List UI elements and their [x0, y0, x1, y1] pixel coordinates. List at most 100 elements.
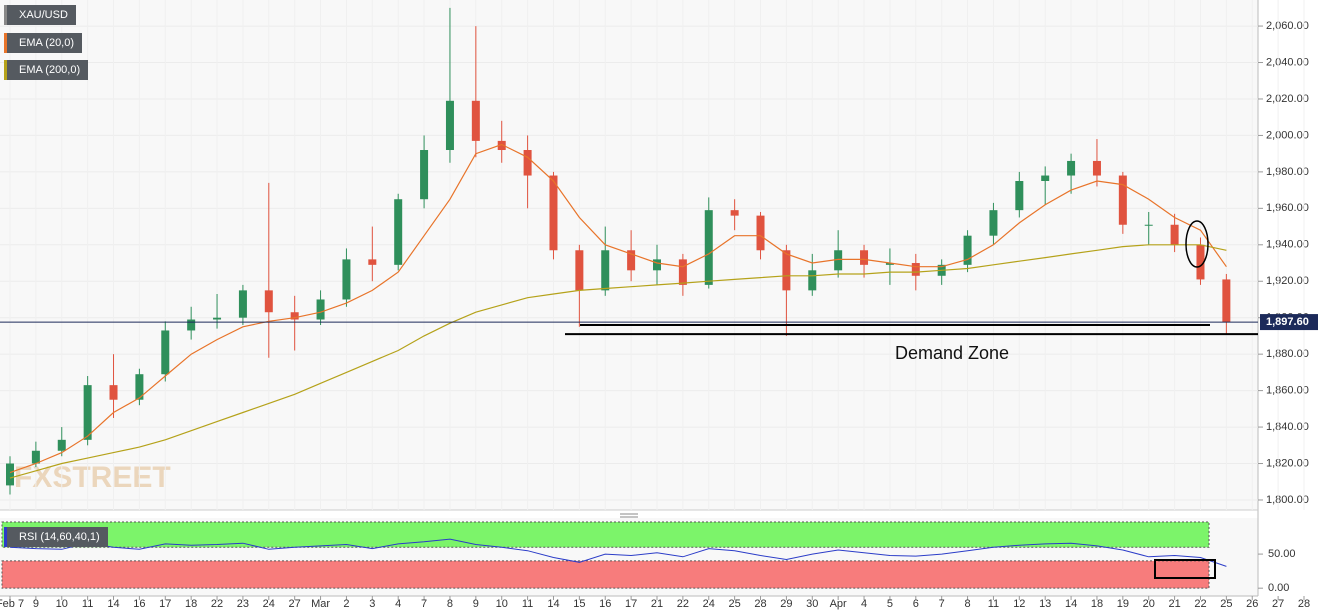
candle-body: [575, 250, 584, 291]
annotation-box: [1154, 559, 1216, 579]
y-tick-label: 50.00: [1268, 548, 1296, 560]
candle-body: [471, 100, 480, 141]
legend-item[interactable]: EMA (200,0): [4, 60, 89, 80]
candle-body: [290, 312, 299, 320]
x-tick-label: 22: [211, 598, 223, 610]
candle-body: [1222, 279, 1231, 323]
x-tick-label: 11: [82, 598, 93, 610]
x-tick-label: 8: [447, 598, 453, 610]
x-tick-label: 27: [1272, 598, 1284, 610]
x-tick-label: 22: [677, 598, 689, 610]
x-tick-label: 14: [1065, 598, 1077, 610]
x-tick-label: 11: [522, 598, 533, 610]
last-price-label: 1,897.60: [1266, 316, 1309, 328]
x-tick-label: 22: [1194, 598, 1206, 610]
candle-body: [549, 175, 558, 251]
candle-body: [6, 463, 14, 486]
candle-body: [264, 290, 273, 313]
candle-body: [497, 140, 506, 151]
x-tick-label: 7: [939, 598, 945, 610]
candle-body: [83, 385, 92, 440]
candle-body: [1041, 175, 1050, 181]
x-tick-label: 9: [473, 598, 479, 610]
x-tick-label: 12: [1013, 598, 1025, 610]
y-tick-label: 1,860.00: [1266, 385, 1309, 397]
y-tick-label: 1,880.00: [1266, 348, 1309, 360]
x-tick-label: 10: [56, 598, 68, 610]
rsi-line: [9, 538, 1227, 567]
x-tick-label: 10: [496, 598, 508, 610]
candle-body: [1170, 224, 1179, 245]
candle-body: [1092, 160, 1101, 176]
candle-body: [989, 210, 998, 236]
x-tick-label: 20: [1143, 598, 1155, 610]
candle-body: [394, 199, 403, 265]
x-tick-label: 25: [1220, 598, 1232, 610]
y-tick-label: 2,000.00: [1266, 129, 1309, 141]
y-tick-label: 1,800.00: [1266, 494, 1309, 506]
y-tick-label: 0.00: [1268, 582, 1289, 594]
y-tick-label: 1,840.00: [1266, 421, 1309, 433]
x-tick-label: 17: [159, 598, 171, 610]
x-tick-label: 4: [395, 598, 401, 610]
x-tick-label: 11: [988, 598, 999, 610]
x-tick-label: 14: [547, 598, 559, 610]
candle-body: [704, 210, 713, 285]
x-tick-label: 24: [703, 598, 715, 610]
x-tick-label: 15: [573, 598, 585, 610]
y-tick-label: 2,060.00: [1266, 20, 1309, 32]
candle-body: [445, 100, 454, 151]
candle-body: [161, 330, 170, 375]
x-tick-label: 16: [133, 598, 145, 610]
candle-body: [1015, 180, 1024, 211]
candle-body: [1118, 175, 1127, 225]
candle-body: [834, 250, 843, 271]
ema-line: [9, 143, 1227, 474]
candle-body: [31, 450, 40, 464]
candle-body: [316, 299, 325, 320]
candle-body: [730, 210, 739, 216]
y-tick-label: 2,040.00: [1266, 56, 1309, 68]
y-tick-label: 1,920.00: [1266, 275, 1309, 287]
x-tick-label: 21: [1168, 598, 1180, 610]
y-tick-label: 1,960.00: [1266, 202, 1309, 214]
x-tick-label: 7: [421, 598, 427, 610]
pane-handle[interactable]: [620, 513, 638, 518]
x-tick-label: Feb 7: [0, 598, 24, 610]
x-tick-label: 18: [1091, 598, 1103, 610]
legend-item[interactable]: EMA (20,0): [4, 33, 83, 53]
rsi-lower-band: [1, 560, 1210, 589]
x-tick-label: Mar: [311, 598, 330, 610]
x-tick-label: 6: [913, 598, 919, 610]
candle-body: [57, 439, 66, 451]
x-tick-label: 8: [964, 598, 970, 610]
x-tick-label: 2: [343, 598, 349, 610]
x-tick-label: Apr: [830, 598, 847, 610]
candle-body: [627, 250, 636, 271]
candle-body: [678, 259, 687, 285]
x-tick-label: 13: [1039, 598, 1051, 610]
candle-body: [911, 263, 920, 276]
candle-body: [963, 235, 972, 265]
x-tick-label: 5: [887, 598, 893, 610]
candle-body: [187, 319, 196, 331]
rsi-upper-band: [1, 521, 1210, 548]
x-tick-label: 29: [780, 598, 792, 610]
legend-item[interactable]: RSI (14,60,40,1): [4, 527, 108, 547]
candle-body: [860, 250, 869, 265]
x-tick-label: 3: [369, 598, 375, 610]
y-tick-label: 1,820.00: [1266, 457, 1309, 469]
x-tick-label: 19: [1117, 598, 1129, 610]
x-tick-label: 4: [861, 598, 867, 610]
ema-line: [9, 244, 1227, 479]
x-tick-label: 27: [289, 598, 301, 610]
candle-body: [368, 259, 377, 265]
candle-body: [885, 263, 894, 265]
candle-body: [601, 250, 610, 291]
legend-item[interactable]: XAU/USD: [4, 5, 76, 25]
candle-body: [420, 150, 429, 200]
x-tick-label: 18: [185, 598, 197, 610]
x-tick-label: 30: [806, 598, 818, 610]
